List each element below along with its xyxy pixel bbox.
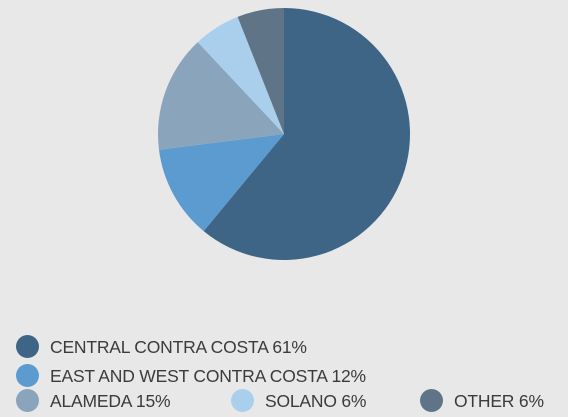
- chart-legend: CENTRAL CONTRA COSTA 61% EAST AND WEST C…: [0, 333, 568, 417]
- pie-chart-svg: [157, 8, 411, 260]
- legend-item-other: OTHER 6%: [420, 389, 544, 412]
- legend-item-solano: SOLANO 6%: [231, 389, 366, 412]
- legend-item-east-and-west-contra-costa: EAST AND WEST CONTRA COSTA 12%: [16, 364, 366, 387]
- pie-slice-central-contra-costa: [203, 8, 411, 260]
- pie-slice-other: [237, 8, 284, 134]
- pie-slice-east-and-west-contra-costa: [158, 134, 284, 232]
- pie-slice-solano: [197, 16, 284, 135]
- pie-chart: [157, 8, 411, 260]
- legend-swatch-east-and-west-contra-costa: [16, 364, 39, 387]
- legend-swatch-other: [420, 389, 443, 412]
- legend-label-central-contra-costa: CENTRAL CONTRA COSTA 61%: [50, 336, 307, 357]
- legend-item-alameda: ALAMEDA 15%: [16, 389, 171, 412]
- legend-label-east-and-west-contra-costa: EAST AND WEST CONTRA COSTA 12%: [50, 365, 366, 386]
- legend-label-solano: SOLANO 6%: [265, 390, 367, 411]
- legend-swatch-solano: [231, 389, 254, 412]
- legend-swatch-alameda: [16, 389, 39, 412]
- legend-label-alameda: ALAMEDA 15%: [50, 390, 171, 411]
- legend-label-other: OTHER 6%: [454, 390, 544, 411]
- pie-slice-alameda: [157, 42, 284, 150]
- legend-item-central-contra-costa: CENTRAL CONTRA COSTA 61%: [16, 335, 307, 358]
- legend-swatch-central-contra-costa: [16, 335, 39, 358]
